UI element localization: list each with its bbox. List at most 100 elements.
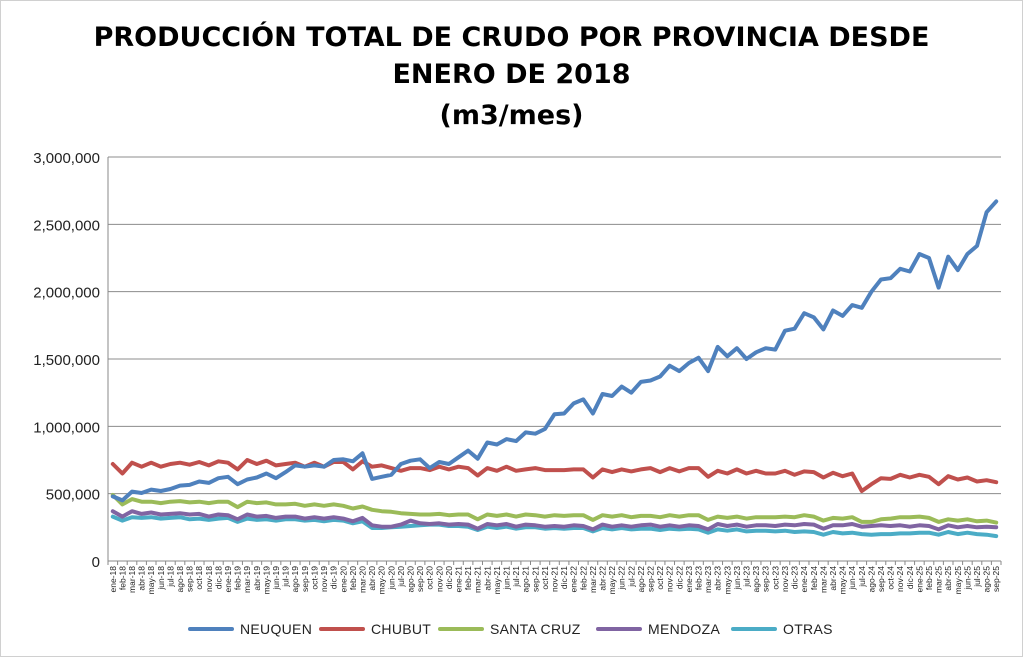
x-tick-label: jul-24: [857, 566, 867, 588]
x-tick-label: ene-20: [338, 566, 348, 593]
x-tick-label: dic-22: [674, 566, 684, 589]
x-tick-label: ago-24: [866, 566, 876, 593]
x-tick-label: sep-19: [300, 566, 310, 592]
y-tick-label: 0: [92, 554, 100, 571]
x-tick-label: may-24: [838, 566, 848, 595]
x-tick-label: nov-24: [895, 566, 905, 592]
x-tick-label: nov-18: [204, 566, 214, 592]
x-tick-label: jun-21: [501, 566, 511, 591]
legend-item-santa-cruz: SANTA CRUZ: [438, 618, 581, 640]
x-tick-label: sep-24: [876, 566, 886, 592]
legend-item-neuquen: NEUQUEN: [188, 618, 312, 640]
chart-title-line-3: (m3/mes): [439, 100, 584, 131]
y-tick-label: 3,000,000: [33, 150, 100, 167]
x-tick-label: sep-25: [991, 566, 1001, 592]
x-tick-label: ene-25: [914, 566, 924, 593]
x-tick-label: ene-21: [453, 566, 463, 593]
x-tick-label: abr-18: [137, 566, 147, 591]
legend-swatch-otras: [731, 627, 777, 631]
x-tick-label: dic-24: [905, 566, 915, 589]
y-tick-label: 2,500,000: [33, 217, 100, 234]
x-tick-label: may-20: [377, 566, 387, 595]
x-tick-label: feb-25: [924, 566, 934, 590]
x-tick-label: feb-18: [117, 566, 127, 590]
x-tick-label: abr-23: [713, 566, 723, 591]
x-tick-label: feb-22: [578, 566, 588, 590]
y-tick-label: 2,000,000: [33, 285, 100, 302]
x-tick-label: mar-22: [588, 566, 598, 593]
x-tick-label: nov-20: [434, 566, 444, 592]
legend-label-otras: OTRAS: [783, 621, 833, 637]
x-tick-label: jul-18: [165, 566, 175, 588]
x-tick-label: mar-19: [242, 566, 252, 593]
series-line-santa-cruz: [110, 493, 999, 525]
legend-label-neuquen: NEUQUEN: [240, 621, 313, 637]
x-tick-label: jul-19: [281, 566, 291, 588]
x-tick-label: mar-20: [357, 566, 367, 593]
legend-label-santa-cruz: SANTA CRUZ: [490, 621, 581, 637]
legend-swatch-mendoza: [596, 627, 642, 631]
x-tick-label: feb-19: [233, 566, 243, 590]
x-tick-label: ago-19: [290, 566, 300, 593]
legend-item-otras: OTRAS: [731, 618, 833, 640]
x-tick-label: sep-23: [761, 566, 771, 592]
x-tick-label: jun-25: [962, 566, 972, 591]
x-tick-label: ago-21: [521, 566, 531, 593]
x-tick-label: sep-20: [415, 566, 425, 592]
x-tick-label: jun-20: [386, 566, 396, 591]
x-tick-label: feb-24: [809, 566, 819, 590]
x-tick-label: oct-21: [540, 566, 550, 590]
series-line-mendoza: [110, 509, 999, 532]
x-tick-label: dic-20: [444, 566, 454, 589]
x-tick-label: ene-23: [684, 566, 694, 593]
x-tick-label: may-23: [722, 566, 732, 595]
x-tick-label: ene-24: [799, 566, 809, 593]
x-tick-label: jul-22: [626, 566, 636, 588]
x-tick-label: mar-18: [127, 566, 137, 593]
x-tick-label: jun-19: [271, 566, 281, 591]
x-tick-label: abr-24: [828, 566, 838, 591]
x-tick-label: jun-24: [847, 566, 857, 591]
legend-item-chubut: CHUBUT: [319, 618, 431, 640]
legend-label-chubut: CHUBUT: [371, 621, 432, 637]
x-tick-label: oct-24: [886, 566, 896, 590]
x-tick-label: dic-23: [790, 566, 800, 589]
x-tick-label: ene-18: [108, 566, 118, 593]
x-tick-label: may-19: [261, 566, 271, 595]
x-tick-label: nov-22: [665, 566, 675, 592]
x-tick-label: may-22: [607, 566, 617, 595]
y-tick-label: 1,000,000: [33, 419, 100, 436]
x-tick-label: mar-21: [473, 566, 483, 593]
x-tick-label: feb-20: [348, 566, 358, 590]
x-tick-label: mar-24: [818, 566, 828, 593]
x-tick-label: oct-22: [655, 566, 665, 590]
x-tick-label: ago-25: [982, 566, 992, 593]
x-tick-label: may-21: [492, 566, 502, 595]
x-tick-label: jun-22: [617, 566, 627, 591]
x-tick-label: abr-25: [943, 566, 953, 591]
x-tick-label: jun-23: [732, 566, 742, 591]
x-tick-label: nov-23: [780, 566, 790, 592]
legend: NEUQUEN CHUBUT SANTA CRUZ MENDOZA OTRAS: [0, 618, 1023, 640]
x-tick-label: jul-23: [742, 566, 752, 588]
x-tick-label: nov-21: [550, 566, 560, 592]
x-tick-label: oct-19: [309, 566, 319, 590]
legend-label-mendoza: MENDOZA: [648, 621, 721, 637]
x-tick-label: dic-19: [329, 566, 339, 589]
x-tick-label: may-18: [146, 566, 156, 595]
x-tick-label: ene-22: [569, 566, 579, 593]
chart-title-line-2: ENERO DE 2018: [392, 59, 631, 90]
x-tick-label: abr-19: [252, 566, 262, 591]
y-tick-label: 1,500,000: [33, 352, 100, 369]
x-tick-label: sep-18: [185, 566, 195, 592]
x-tick-label: abr-21: [482, 566, 492, 591]
x-tick-label: sep-22: [646, 566, 656, 592]
x-tick-label: oct-18: [194, 566, 204, 590]
x-tick-label: feb-23: [694, 566, 704, 590]
x-tick-label: ago-23: [751, 566, 761, 593]
x-tick-label: mar-23: [703, 566, 713, 593]
x-tick-label: abr-22: [598, 566, 608, 591]
x-tick-label: ene-19: [223, 566, 233, 593]
